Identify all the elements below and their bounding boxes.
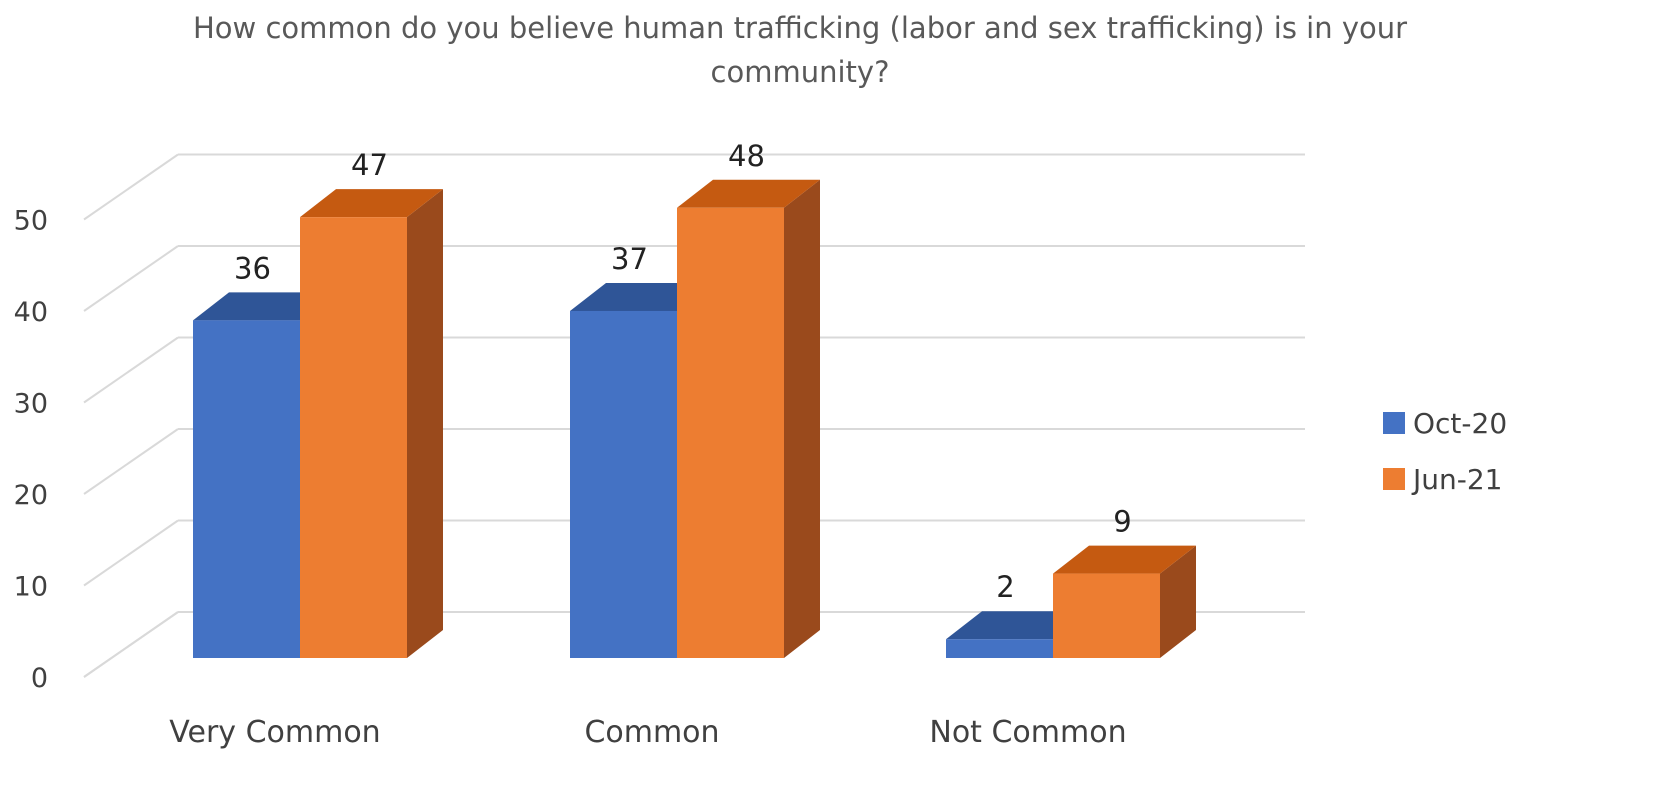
gridline-depth-20 (83, 428, 179, 495)
bar-top (1053, 545, 1196, 574)
category-label-1: Common (584, 715, 719, 750)
data-labels: 36 47 37 48 2 9 (234, 139, 1132, 604)
bar-Jun-21-common (677, 179, 820, 658)
bar-front (300, 217, 407, 658)
bar-Jun-21-very-common (300, 189, 443, 658)
gridline-depth-50 (83, 153, 179, 221)
bar-top (677, 179, 820, 208)
bar-Oct-20-very-common (193, 292, 336, 658)
data-label-Oct-20-2: 2 (996, 570, 1014, 604)
bar-front (1053, 573, 1160, 658)
legend: Oct-20 Jun-21 (1383, 407, 1507, 496)
y-tick-label-20: 20 (14, 480, 48, 511)
bar-Jun-21-not-common (1053, 545, 1196, 658)
bars (193, 179, 1196, 658)
y-tick-label-10: 10 (14, 572, 48, 603)
data-label-Oct-20-0: 36 (234, 251, 271, 285)
bar-front (193, 320, 300, 658)
gridline-depth-30 (83, 336, 179, 404)
data-label-Jun-21-1: 48 (728, 139, 765, 173)
chart-title: How common do you believe human traffick… (192, 11, 1408, 89)
bar-front (946, 639, 1053, 658)
bar-side (784, 179, 820, 658)
legend-swatch-Oct-20 (1383, 412, 1405, 434)
floor-left-edge (83, 611, 179, 678)
gridline-depth-40 (83, 245, 179, 312)
category-label-2: Not Common (929, 715, 1126, 750)
y-tick-label-30: 30 (14, 389, 48, 420)
gridline-depth-10 (83, 519, 179, 587)
y-tick-label-40: 40 (14, 297, 48, 328)
data-label-Jun-21-0: 47 (351, 148, 388, 182)
bar-side (407, 189, 443, 658)
x-axis-categories: Very Common Common Not Common (169, 715, 1126, 750)
legend-label-Jun-21: Jun-21 (1411, 463, 1502, 496)
y-axis-ticks: 0 10 20 30 40 50 (14, 206, 48, 695)
legend-label-Oct-20: Oct-20 (1413, 407, 1507, 440)
category-label-0: Very Common (169, 715, 380, 750)
data-label-Jun-21-2: 9 (1113, 505, 1131, 539)
legend-swatch-Jun-21 (1383, 468, 1405, 490)
y-tick-label-0: 0 (31, 663, 48, 694)
bar-side (1160, 545, 1196, 658)
bar-front (570, 310, 677, 658)
y-tick-label-50: 50 (14, 206, 48, 237)
bar-front (677, 207, 784, 658)
bar-top (300, 189, 443, 218)
data-label-Oct-20-1: 37 (611, 242, 648, 276)
